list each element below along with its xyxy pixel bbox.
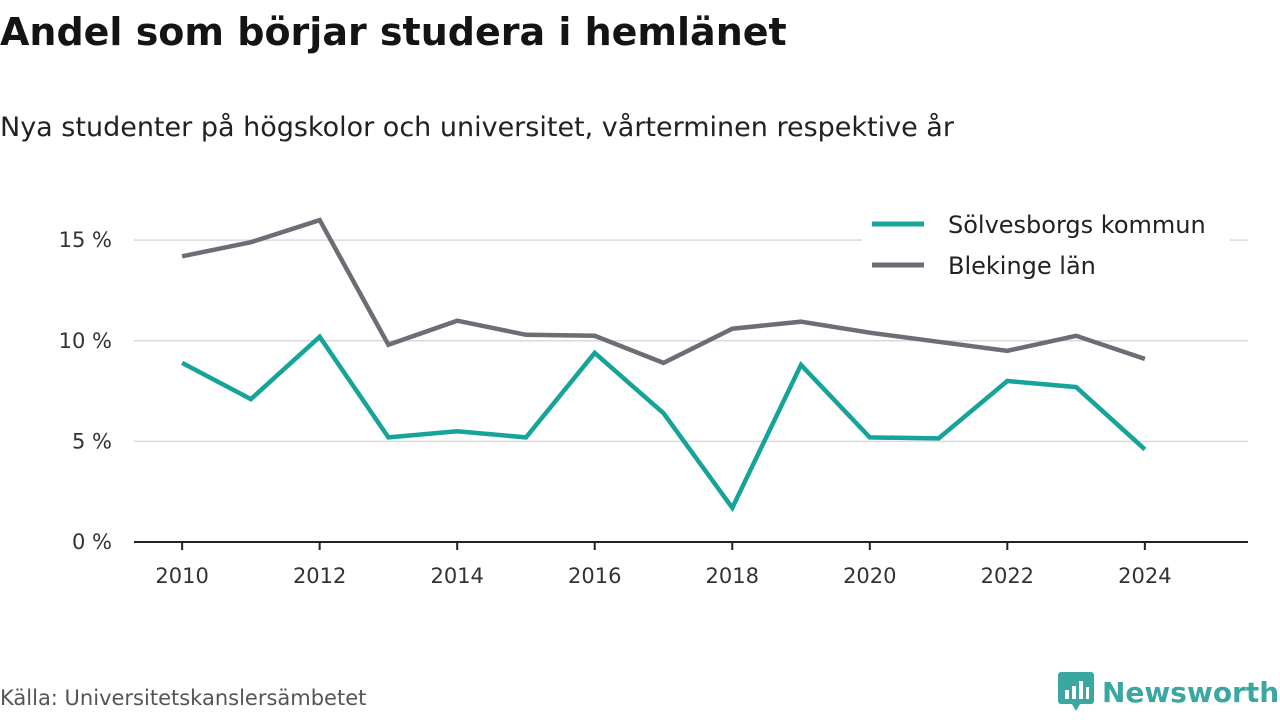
source-note: Källa: Universitetskanslersämbetet: [0, 686, 367, 710]
x-tick-label: 2018: [706, 564, 759, 588]
x-tick-label: 2014: [430, 564, 483, 588]
axes: 0 % 5 % 10 % 15 % 2010 2012 2014 2016 2018 2020 20…: [59, 228, 1248, 588]
x-tick-label: 2020: [843, 564, 896, 588]
chart-subtitle: Nya studenter på högskolor och universit…: [0, 112, 954, 143]
x-tick-label: 2022: [981, 564, 1034, 588]
series-line-sölvesborgs-kommun: [181, 333, 1147, 513]
series-line-blekinge-län: [181, 217, 1146, 366]
legend: Sölvesborgs kommun Blekinge län: [862, 206, 1230, 288]
x-tick-label: 2016: [568, 564, 621, 588]
x-tick-label: 2024: [1118, 564, 1171, 588]
legend-label: Sölvesborgs kommun: [948, 211, 1206, 239]
legend-background: [862, 206, 1230, 288]
brand: Newsworthy: [1058, 672, 1280, 712]
series-lines: [181, 217, 1147, 513]
brand-name: Newsworthy: [1102, 675, 1280, 709]
newsworthy-logo-icon: [1058, 672, 1094, 711]
x-tick-label: 2010: [155, 564, 208, 588]
chart-title: Andel som börjar studera i hemlänet: [0, 10, 787, 54]
y-tick-label: 10 %: [59, 329, 112, 353]
legend-label: Blekinge län: [948, 252, 1096, 280]
y-tick-label: 0 %: [72, 530, 112, 554]
x-tick-label: 2012: [293, 564, 346, 588]
y-tick-label: 5 %: [72, 429, 112, 453]
y-tick-label: 15 %: [59, 228, 112, 252]
